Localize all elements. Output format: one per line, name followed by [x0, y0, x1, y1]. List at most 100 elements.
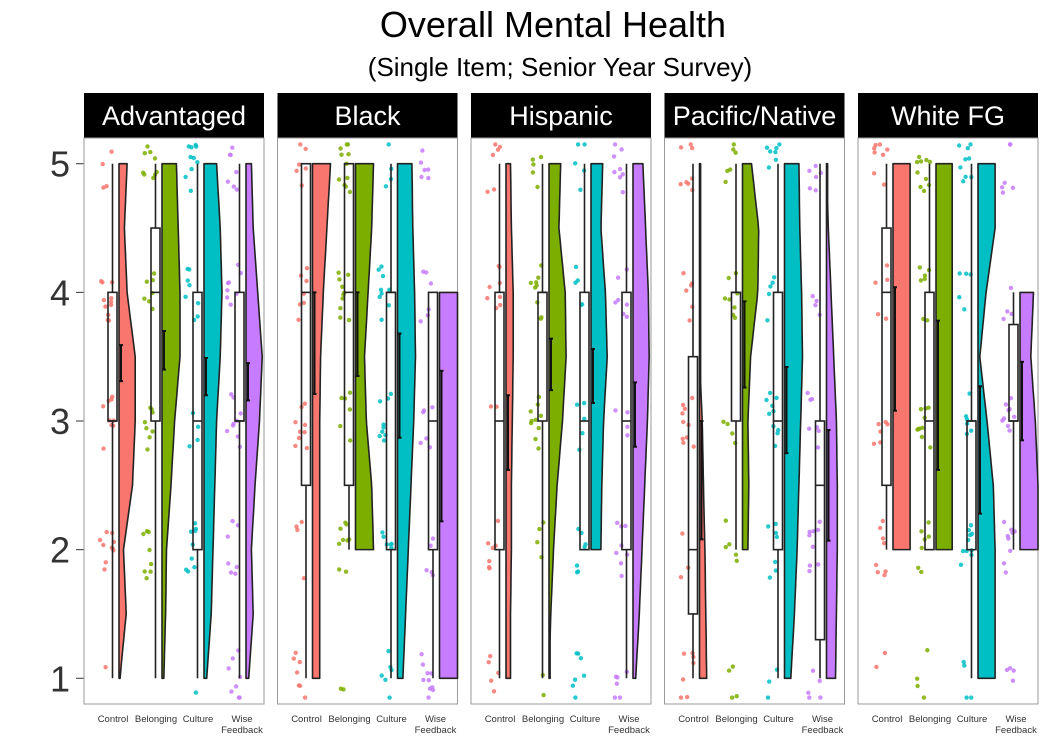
- data-point: [617, 695, 623, 700]
- data-point: [234, 564, 239, 570]
- data-point: [226, 666, 231, 671]
- data-point: [917, 265, 922, 270]
- data-point: [144, 529, 150, 534]
- data-point: [682, 406, 687, 411]
- data-point: [873, 562, 879, 568]
- data-point: [150, 429, 155, 434]
- data-point: [681, 419, 686, 425]
- data-point: [225, 534, 230, 539]
- data-point: [880, 518, 885, 524]
- data-point: [964, 695, 969, 700]
- data-point: [420, 662, 426, 667]
- data-point: [766, 291, 772, 297]
- data-point: [430, 536, 436, 541]
- box-iqr: [814, 420, 826, 641]
- data-point: [347, 189, 353, 195]
- x-tick-label: Control: [678, 714, 709, 725]
- data-point: [916, 154, 922, 160]
- data-point: [343, 569, 349, 574]
- data-point: [918, 159, 924, 164]
- data-point: [726, 668, 732, 673]
- violin-half: [396, 162, 417, 680]
- data-point: [103, 304, 108, 309]
- data-point: [293, 650, 298, 655]
- x-tick-label: Belonging: [715, 714, 757, 725]
- data-point: [229, 689, 234, 694]
- data-point: [195, 314, 200, 319]
- data-point: [874, 664, 879, 670]
- data-point: [144, 279, 149, 284]
- data-point: [536, 425, 541, 431]
- data-point: [424, 436, 429, 441]
- data-point: [774, 534, 780, 540]
- data-point: [348, 438, 353, 443]
- data-point: [732, 305, 737, 310]
- box-iqr: [537, 291, 548, 422]
- data-point: [337, 567, 342, 572]
- y-tick-label: 4: [50, 272, 70, 313]
- data-point: [339, 152, 344, 157]
- data-point: [490, 152, 496, 158]
- data-point: [915, 170, 920, 175]
- data-point: [817, 519, 822, 524]
- data-point: [619, 573, 624, 579]
- data-point: [101, 297, 107, 303]
- data-point: [495, 147, 501, 152]
- data-point: [142, 420, 148, 425]
- data-point: [914, 159, 920, 165]
- x-tick-label: Control: [872, 714, 903, 725]
- x-tick-label: Wise Feedback: [608, 714, 650, 736]
- data-point: [873, 280, 878, 285]
- data-point: [535, 540, 540, 545]
- data-point: [1011, 668, 1016, 673]
- data-point: [487, 284, 492, 290]
- data-point: [228, 302, 233, 307]
- y-tick-label: 2: [50, 530, 70, 571]
- data-point: [678, 575, 684, 580]
- data-point: [426, 175, 431, 181]
- data-point: [145, 144, 150, 149]
- box-iqr: [881, 227, 892, 487]
- data-point: [97, 537, 103, 543]
- data-point: [920, 425, 925, 430]
- data-point: [960, 548, 966, 554]
- data-point: [1001, 416, 1007, 421]
- data-point: [573, 695, 578, 700]
- data-point: [726, 275, 731, 281]
- data-point: [338, 423, 343, 429]
- data-point: [731, 142, 736, 147]
- data-point: [727, 542, 732, 547]
- data-point: [813, 163, 818, 169]
- violin-half: [548, 162, 567, 680]
- data-point: [617, 166, 623, 172]
- box-iqr: [343, 162, 355, 487]
- data-point: [582, 142, 587, 147]
- data-point: [424, 568, 429, 573]
- data-point: [538, 154, 544, 160]
- panel-border: [857, 137, 1039, 705]
- data-point: [919, 545, 924, 551]
- data-point: [296, 435, 302, 441]
- violin-half: [783, 162, 804, 680]
- data-point: [102, 567, 107, 572]
- data-point: [1005, 423, 1011, 429]
- data-point: [579, 302, 585, 307]
- data-point: [1008, 396, 1014, 401]
- data-point: [777, 142, 782, 147]
- facet-strip: [277, 93, 458, 138]
- data-point: [493, 142, 498, 147]
- panel-border: [470, 137, 652, 705]
- data-point: [816, 428, 821, 434]
- data-point: [573, 264, 579, 270]
- box-iqr: [730, 291, 742, 422]
- data-point: [295, 527, 300, 533]
- data-point: [536, 275, 541, 280]
- data-point: [537, 526, 542, 532]
- data-point: [1008, 142, 1013, 147]
- data-point: [425, 671, 430, 676]
- data-point: [575, 142, 581, 147]
- data-point: [487, 559, 492, 564]
- data-point: [387, 695, 392, 700]
- data-point: [730, 431, 735, 436]
- data-point: [767, 411, 772, 416]
